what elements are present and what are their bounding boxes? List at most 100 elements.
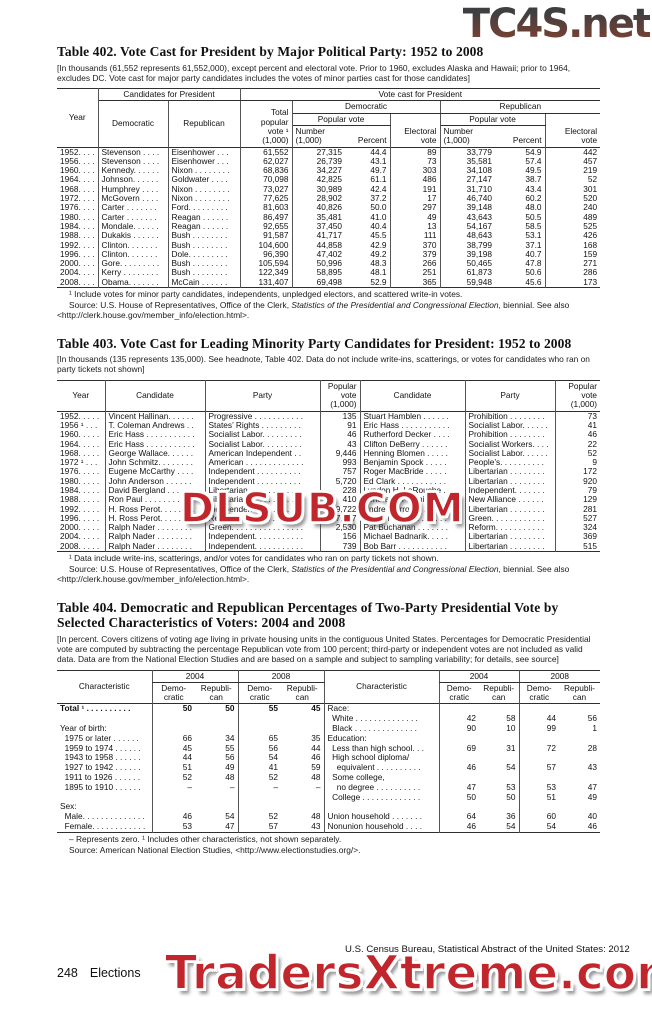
cell: Education:: [323, 733, 439, 744]
col-header-popular-vote-right: Popular vote (1,000): [554, 380, 600, 412]
cell: 1: [592, 724, 597, 734]
cell: [195, 793, 238, 803]
cell: [151, 714, 195, 725]
cell: 48,643: [439, 231, 496, 241]
cell: 50: [506, 792, 516, 802]
cell: 1952. . . . .: [60, 411, 100, 421]
cell: Carter . . . . . . .: [97, 203, 168, 213]
col-header-percent-dem: Percent: [345, 125, 391, 148]
cell: [151, 792, 195, 803]
cell: Black . . . . . . . . . . . . . .: [323, 724, 439, 734]
col-header-characteristic-left: Characteristic: [78, 681, 130, 692]
cell: [237, 724, 281, 734]
cell: 1975 or later . . . . . .: [60, 733, 139, 743]
cell: 69: [438, 743, 479, 754]
cell: 99: [518, 724, 559, 734]
cell: Libertarian . . . . . . . .: [464, 467, 555, 477]
cell: 50.0: [370, 203, 387, 213]
cell: 515: [554, 541, 600, 552]
cell: Dole. . . . . . . . .: [167, 249, 241, 260]
cell: 69,498: [291, 277, 346, 288]
cell: 55: [237, 703, 281, 715]
cell: 46: [151, 812, 195, 823]
cell: [479, 753, 519, 763]
cell: 1972. . . .: [60, 194, 95, 204]
cell: 135: [319, 411, 360, 421]
cell: Prohibition . . . . . . . .: [464, 411, 555, 421]
cell: 48.3: [370, 259, 387, 269]
cell: George Wallace. . . . . .: [104, 448, 205, 459]
cell: [151, 802, 195, 813]
table-row: 1956. . . . Stevenson . . . . Eisenhower .…: [57, 156, 601, 167]
cell: Libertarian . . . . . . . .: [464, 532, 555, 542]
cell: 44: [151, 753, 195, 764]
cell: Lyndon H. LaRouche . .: [359, 486, 465, 496]
cell: 50.6: [525, 268, 542, 278]
col-group-vote-cast: Vote cast for President: [240, 88, 601, 102]
cell: [281, 714, 324, 724]
cell: 79: [554, 486, 600, 496]
col-header-republican: Republi- can: [286, 682, 318, 703]
cell: Year of birth:: [60, 724, 107, 734]
col-group-2008-right: 2008: [518, 670, 600, 683]
cell: 297: [389, 203, 441, 213]
cell: 52.9: [370, 277, 387, 287]
cell: 59: [311, 763, 321, 773]
cell: 156: [319, 532, 360, 542]
cell: 1895 to 1910 . . . . . .: [60, 782, 141, 792]
cell: High school diploma/: [323, 753, 439, 764]
cell: 22: [554, 439, 600, 449]
table-row: 1975 or later . . . . . . 66 34 65 35 Educati…: [57, 733, 600, 744]
cell: 131,407: [239, 277, 293, 288]
cell: 1980. . . .: [60, 212, 95, 222]
cell: American Independent . .: [204, 448, 320, 459]
table404-footnote: – Represents zero. ¹ Includes other char…: [69, 833, 342, 844]
cell: Race:: [323, 703, 439, 715]
cell: Goldwater . . . .: [167, 175, 241, 185]
table404-headnote: [In percent. Covers citizens of voting a…: [57, 633, 591, 665]
table-row: White . . . . . . . . . . . . . . 42 58 44 5…: [57, 714, 600, 725]
cell: 2000. . . . .: [60, 523, 100, 533]
table-row: 1895 to 1910 . . . . . . – – – – no degree .…: [57, 782, 600, 793]
cell: 54: [506, 763, 516, 773]
col-header-party-right: Party: [464, 380, 555, 412]
cell: 9: [554, 458, 600, 468]
cell: 46: [319, 430, 360, 440]
table404-title: Table 404. Democratic and Republican Per…: [57, 599, 559, 631]
col-header-democratic-candidate: Democratic: [112, 118, 154, 129]
cell: Ralph Nader . . . . . . . .: [104, 541, 205, 552]
cell: Kennedy. . . . . .: [97, 166, 168, 176]
table-row: 1996. . . . . H. Ross Perot. . . . . . . …: [57, 513, 600, 524]
cell: 89: [389, 147, 441, 157]
col-header-democratic: Demo- cratic: [438, 682, 479, 704]
table-row: 1976. . . . . Eugene McCarthy . . . . Inde…: [57, 467, 600, 477]
cell: 57.4: [525, 156, 542, 166]
cell: 47.8: [525, 259, 542, 269]
cell: McCain . . . . . .: [167, 277, 241, 288]
cell: 46: [438, 763, 479, 774]
cell: [559, 704, 600, 714]
cell: 41,717: [291, 231, 346, 241]
cell: Bush . . . . . . . .: [167, 240, 241, 250]
cell: 1988. . . .: [60, 231, 95, 241]
table-row: 1960. . . . Kennedy. . . . . . Nixon . . .…: [57, 166, 601, 176]
source-text-part: Source: U.S. House of Representatives, O…: [69, 300, 292, 311]
col-group-2004-left: 2004: [151, 670, 238, 683]
cell: 53: [506, 782, 516, 792]
cell: 47: [438, 782, 479, 793]
cell: 46,740: [439, 194, 496, 204]
cell: [559, 802, 600, 812]
cell: 36: [506, 812, 516, 822]
cell: 43: [311, 822, 321, 832]
cell: [57, 714, 152, 724]
cell: 50.5: [525, 212, 542, 222]
cell: 1976. . . . .: [60, 467, 100, 477]
cell: 44: [311, 743, 321, 753]
cell: Reagan . . . . . .: [167, 212, 241, 222]
section-name: Elections: [89, 966, 141, 980]
cell: 1911 to 1926 . . . . . .: [60, 773, 141, 783]
cell: [151, 724, 195, 734]
cell: 73: [554, 411, 600, 421]
table-row: 1980. . . . Carter . . . . . . . Reagan . …: [57, 212, 601, 222]
cell: Andre Marrou. . . . . . . .: [359, 504, 465, 514]
